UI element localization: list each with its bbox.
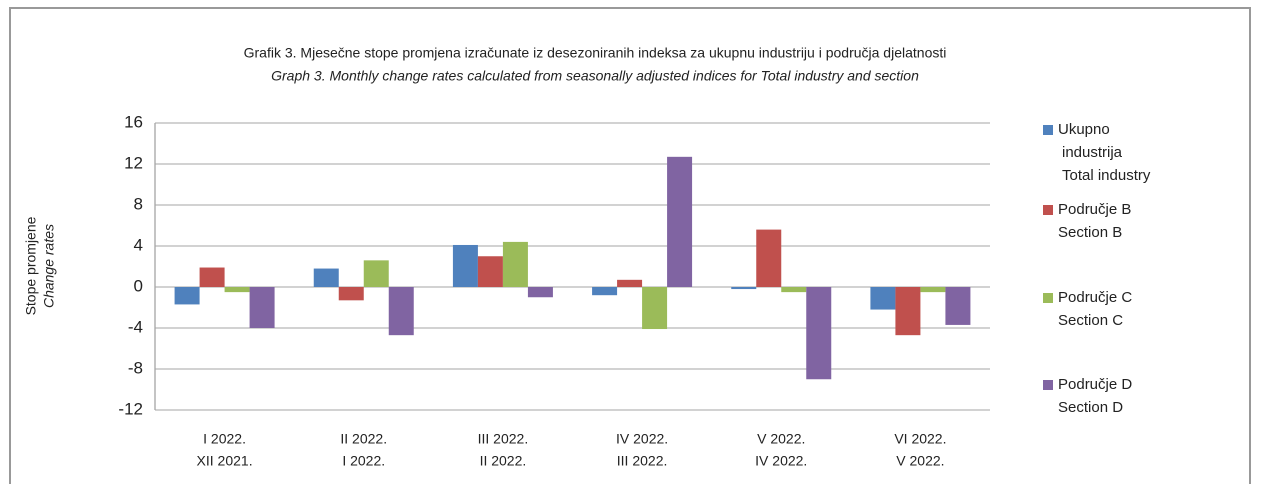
bar <box>895 287 921 336</box>
y-axis-label: Change rates <box>41 224 57 308</box>
bar <box>502 241 528 287</box>
x-tick-label: III 2022. <box>617 453 668 469</box>
bar <box>199 267 225 287</box>
x-tick-label: V 2022. <box>896 453 944 469</box>
legend-label: Section D <box>1058 399 1123 416</box>
bar <box>338 287 364 301</box>
legend-swatch <box>1043 125 1053 135</box>
x-tick-label: VI 2022. <box>894 431 946 447</box>
x-tick-label: II 2022. <box>480 453 527 469</box>
x-tick-label: IV 2022. <box>616 431 668 447</box>
legend-swatch <box>1043 205 1053 215</box>
bar <box>806 287 832 380</box>
chart-subtitle: Graph 3. Monthly change rates calculated… <box>271 68 919 84</box>
legend-label: Ukupno <box>1058 121 1110 138</box>
x-tick-label: I 2022. <box>342 453 385 469</box>
x-tick-label: III 2022. <box>478 431 529 447</box>
chart-title: Grafik 3. Mjesečne stope promjena izraču… <box>244 45 947 61</box>
y-tick-label: -12 <box>118 399 143 418</box>
bar <box>870 287 896 310</box>
legend-swatch <box>1043 380 1053 390</box>
bar <box>920 287 946 293</box>
bar <box>945 287 971 325</box>
bar <box>174 287 200 305</box>
x-tick-label: IV 2022. <box>755 453 807 469</box>
bar <box>642 287 668 330</box>
x-tick-label: I 2022. <box>203 431 246 447</box>
bar <box>477 256 503 287</box>
legend-label: Section B <box>1058 224 1122 241</box>
bar <box>592 287 618 296</box>
y-axis-label: Stope promjene <box>23 216 39 315</box>
legend-label: industrija <box>1062 144 1123 161</box>
frame <box>9 7 1251 489</box>
legend-label: Područje D <box>1058 376 1132 393</box>
y-tick-label: -8 <box>128 358 143 377</box>
legend-label: Section C <box>1058 312 1123 329</box>
x-tick-label: XII 2021. <box>197 453 253 469</box>
legend-swatch <box>1043 293 1053 303</box>
bar <box>527 287 553 298</box>
bar <box>313 268 339 287</box>
bar <box>363 260 389 287</box>
bar <box>756 229 782 287</box>
y-tick-label: -4 <box>128 317 143 336</box>
legend-label: Total industry <box>1062 167 1151 184</box>
bar <box>224 287 250 293</box>
y-tick-label: 0 <box>134 276 143 295</box>
y-tick-label: 12 <box>124 153 143 172</box>
y-tick-label: 8 <box>134 194 143 213</box>
bar <box>249 287 275 328</box>
bar <box>781 287 807 293</box>
bar <box>452 244 478 287</box>
y-tick-label: 16 <box>124 112 143 131</box>
legend-label: Područje C <box>1058 289 1132 306</box>
legend-label: Područje B <box>1058 201 1131 218</box>
bar <box>731 287 757 290</box>
bar <box>388 287 414 336</box>
x-tick-label: V 2022. <box>757 431 805 447</box>
x-tick-label: II 2022. <box>340 431 387 447</box>
bar <box>617 279 643 287</box>
y-tick-label: 4 <box>134 235 143 254</box>
bar <box>667 156 693 287</box>
